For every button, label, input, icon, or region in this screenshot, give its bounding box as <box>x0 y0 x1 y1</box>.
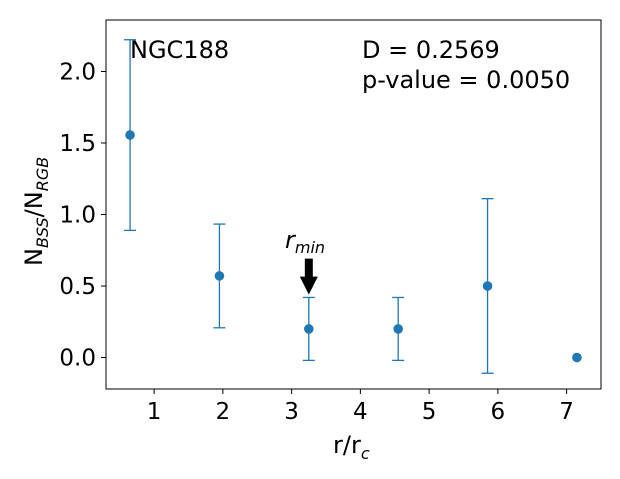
data-point <box>125 130 135 140</box>
rmin-label-sub: min <box>295 238 325 257</box>
rmin-label: rmin <box>285 226 325 257</box>
y-tick-label: 1.5 <box>59 131 96 157</box>
x-tick-label: 5 <box>422 399 437 425</box>
y-tick-label: 2.0 <box>59 59 96 85</box>
x-tick-label: 2 <box>216 399 231 425</box>
rmin-arrow <box>299 258 318 295</box>
y-axis-title-sub2: RGB <box>33 157 52 192</box>
y-axis-title: NBSS/NRGB <box>20 157 52 266</box>
d-statistic-label: D = 0.2569 <box>362 36 500 64</box>
y-axis-title-sep: /N <box>20 191 48 217</box>
x-tick-label: 3 <box>284 399 299 425</box>
y-axis-title-sub1: BSS <box>33 217 52 248</box>
data-point <box>393 324 403 334</box>
rmin-label-main: r <box>285 226 297 254</box>
x-tick-label: 4 <box>353 399 368 425</box>
x-tick-label: 1 <box>147 399 162 425</box>
plot-marks <box>124 39 582 374</box>
data-point <box>304 324 314 334</box>
x-tick-label: 6 <box>491 399 506 425</box>
plot-frame <box>105 19 602 390</box>
x-axis-title-main: r/r <box>333 431 361 459</box>
x-ticks: 1 2 3 4 5 6 7 <box>147 389 574 425</box>
x-tick-label: 7 <box>559 399 574 425</box>
data-point <box>482 281 493 291</box>
y-tick-label: 0.5 <box>59 274 96 300</box>
y-ticks: 0.0 0.5 1.0 1.5 2.0 <box>59 59 106 372</box>
x-axis-title: r/rc <box>333 431 370 463</box>
cluster-name-label: NGC188 <box>130 36 229 64</box>
y-tick-label: 1.0 <box>59 203 96 229</box>
y-axis-title-n1: N <box>20 248 48 266</box>
y-tick-label: 0.0 <box>59 346 96 372</box>
data-point <box>214 271 225 281</box>
p-value-label: p-value = 0.0050 <box>362 66 570 94</box>
data-point <box>572 352 582 363</box>
x-axis-title-sub: c <box>361 444 370 463</box>
